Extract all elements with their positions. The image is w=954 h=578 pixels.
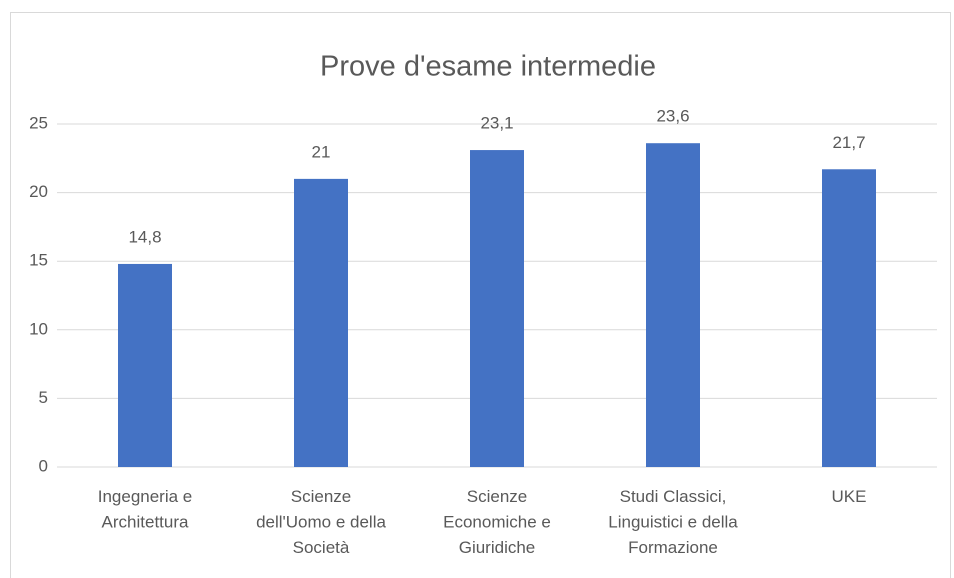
data-label: 14,8 <box>128 227 161 246</box>
y-tick-label: 20 <box>29 182 48 201</box>
y-tick-label: 25 <box>29 113 48 132</box>
data-label: 21 <box>312 142 331 161</box>
bar <box>294 178 348 467</box>
x-tick-label: Scienze dell'Uomo e della Società <box>256 487 386 557</box>
data-label: 21,7 <box>832 133 865 152</box>
x-tick-label: UKE <box>832 487 867 506</box>
y-tick-label: 15 <box>29 251 48 270</box>
data-label: 23,1 <box>480 114 513 133</box>
bar <box>118 263 172 467</box>
y-tick-label: 5 <box>39 388 48 407</box>
bar <box>822 169 876 467</box>
x-tick-label: Studi Classici, Linguistici e della Formaz… <box>608 487 738 557</box>
x-tick-label: Scienze Economiche e Giuridiche <box>443 487 551 557</box>
y-tick-label: 10 <box>29 319 48 338</box>
bar <box>470 150 524 467</box>
y-tick-label: 0 <box>39 456 48 475</box>
data-label: 23,6 <box>656 107 689 126</box>
bar <box>646 143 700 467</box>
chart-title: Prove d'esame intermedie <box>320 51 656 83</box>
x-tick-label: Ingegneria e Architettura <box>98 487 193 532</box>
